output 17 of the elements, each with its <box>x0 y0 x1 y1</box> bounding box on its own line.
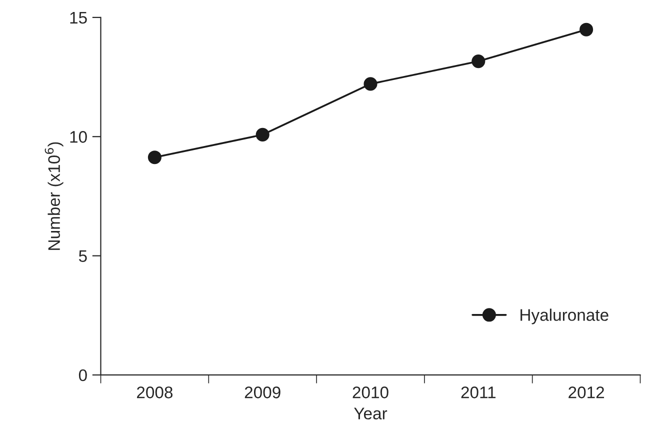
x-tick-label: 2011 <box>461 386 496 398</box>
point <box>472 54 486 68</box>
x-tick-label: 2012 <box>568 386 604 398</box>
x-tick-label: 2010 <box>352 386 388 398</box>
point <box>580 22 594 36</box>
legend-label: Hyaluronate <box>520 308 608 324</box>
y-tick-label: 5 <box>78 250 87 262</box>
x-tick-label: 2009 <box>244 386 280 398</box>
y-tick-label: 10 <box>70 131 87 143</box>
y-axis-title: Number (x10$^{6}$) <box>44 142 64 250</box>
y-tick-label: 15 <box>70 12 87 24</box>
point <box>148 150 162 164</box>
y-tick-label: 0 <box>78 369 87 382</box>
point <box>364 77 378 91</box>
point <box>256 128 270 142</box>
x-axis-title: Year <box>354 408 388 420</box>
x-tick-label: 2008 <box>137 386 173 398</box>
